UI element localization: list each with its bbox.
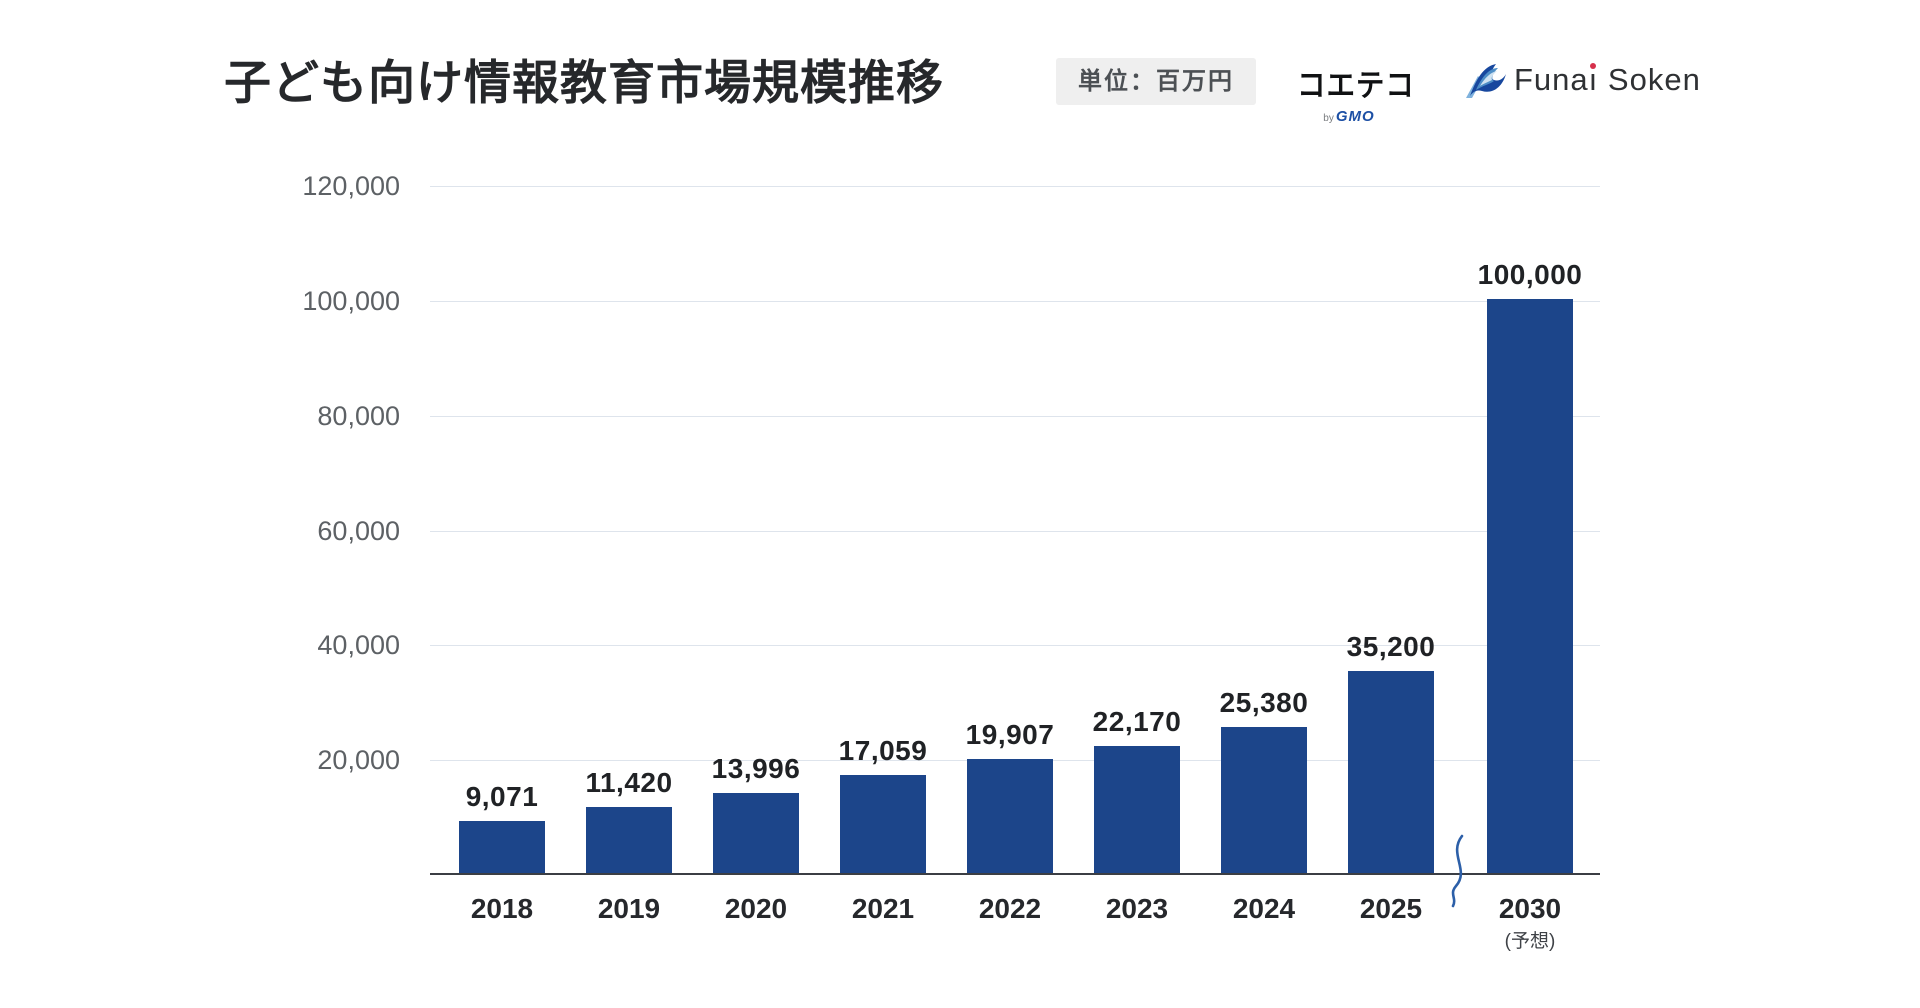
- unit-badge: 単位：百万円: [1056, 58, 1256, 105]
- bar-2023: [1094, 745, 1180, 873]
- y-tick-label-100,000: 100,000: [302, 285, 400, 316]
- y-tick-label-40,000: 40,000: [317, 630, 400, 661]
- gmo-wordmark: by GMO: [1297, 108, 1401, 125]
- x-tick-label-2024: 2024: [1232, 893, 1296, 924]
- gridline-40,000: [430, 645, 1600, 647]
- x-tick-label-2019: 2019: [597, 893, 661, 924]
- y-tick-label-60,000: 60,000: [317, 515, 400, 546]
- bar-2022: [967, 758, 1053, 873]
- gridline-60,000: [430, 530, 1600, 532]
- value-label-2018: 9,071: [465, 780, 539, 812]
- funai-red-dot-i: ı: [1588, 62, 1599, 97]
- bar-2021: [840, 775, 926, 873]
- coeteco-wordmark: コエテコ: [1297, 68, 1415, 103]
- funai-wordmark: Funaı Soken: [1514, 62, 1701, 98]
- value-label-2022: 19,907: [965, 718, 1055, 750]
- bar-2020: [713, 792, 799, 873]
- chart-title: 子ども向け情報教育市場規模推移: [224, 56, 944, 109]
- value-label-2025: 35,200: [1346, 630, 1436, 662]
- bar-2024: [1221, 727, 1307, 873]
- funai-wave-icon: [1466, 64, 1506, 98]
- value-label-2020: 13,996: [711, 752, 801, 784]
- coeteco-logo: コエテコ by GMO: [1297, 60, 1415, 125]
- value-label-2019: 11,420: [585, 767, 673, 799]
- bar-2018: [459, 820, 545, 873]
- funai-soken-logo: Funaı Soken: [1464, 60, 1701, 100]
- y-tick-label-120,000: 120,000: [302, 171, 400, 201]
- value-label-2021: 17,059: [838, 735, 928, 767]
- forecast-note: (予想): [1504, 931, 1556, 952]
- y-tick-label-20,000: 20,000: [317, 745, 400, 776]
- x-tick-label-2023: 2023: [1105, 893, 1169, 924]
- x-axis-line: [430, 873, 1600, 875]
- y-axis-labels: 20,000 40,000 60,000 80,000 100,000 120,000: [240, 171, 400, 875]
- funai-text-pre: Funa: [1514, 62, 1589, 97]
- x-tick-label-2020: 2020: [724, 893, 788, 924]
- gridline-120,000: [430, 186, 1600, 187]
- x-tick-label-2022: 2022: [978, 893, 1042, 924]
- value-label-2030: 100,000: [1477, 258, 1583, 290]
- value-label-2023: 22,170: [1092, 705, 1182, 737]
- plot-area: 9,071 2018 11,420 2019 13,996 2020 17,059 2021 1…: [430, 186, 1600, 952]
- x-tick-label-2030: 2030 (予想): [1450, 893, 1610, 958]
- x-tick-label-2021: 2021: [851, 893, 915, 924]
- x-tick-label-2018: 2018: [470, 893, 534, 924]
- gmo-label: GMO: [1335, 108, 1375, 125]
- y-tick-label-80,000: 80,000: [317, 400, 400, 431]
- x-tick-label-2025: 2025: [1359, 893, 1423, 924]
- gridline-100,000: [430, 300, 1600, 302]
- bar-2019: [586, 807, 672, 873]
- by-label: by: [1323, 113, 1334, 124]
- funai-text-post: Soken: [1598, 62, 1701, 97]
- gridline-80,000: [430, 415, 1600, 417]
- bar-2030: [1487, 298, 1573, 873]
- bar-2025: [1348, 670, 1434, 873]
- value-label-2024: 25,380: [1219, 687, 1309, 719]
- axis-break-squiggle: [1451, 834, 1464, 908]
